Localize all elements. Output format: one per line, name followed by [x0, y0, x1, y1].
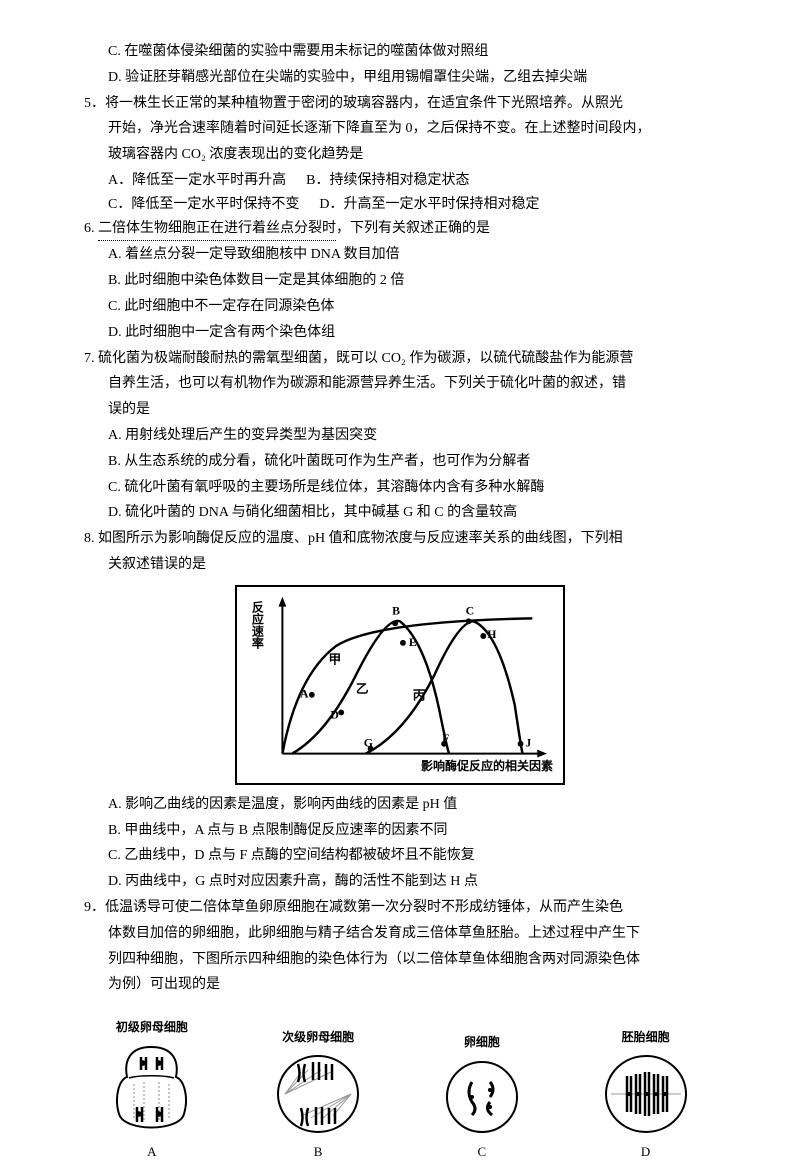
cell-A-title: 初级卵母细胞	[109, 1017, 194, 1037]
q5-stem-3: 玻璃容器内 CO₂ 浓度表现出的变化趋势是	[60, 143, 740, 167]
cell-C-title: 卵细胞	[442, 1032, 522, 1052]
q8-stem-2: 关叙述错误的是	[60, 553, 740, 577]
q5-options-row2: C．降低至一定水平时保持不变 D．升高至一定水平时保持相对稳定	[60, 193, 740, 217]
svg-text:乙: 乙	[356, 682, 369, 696]
chart-x-label: 影响酶促反应的相关因素	[421, 756, 553, 776]
q8-optB: B. 甲曲线中，A 点与 B 点限制酶促反应速率的因素不同	[60, 819, 740, 843]
cell-C-svg	[442, 1057, 522, 1137]
q8-stem-1: 8. 如图所示为影响酶促反应的温度、pH 值和底物浓度与反应速率关系的曲线图，下…	[60, 527, 740, 551]
cell-B-title: 次级卵母细胞	[273, 1027, 363, 1047]
chart-svg: A B C E H D F G J 甲 乙 丙	[237, 587, 563, 783]
cell-A-svg	[109, 1042, 194, 1137]
q7-optC: C. 硫化叶菌有氧呼吸的主要场所是线位体，其溶酶体内含有多种水解酶	[60, 476, 740, 500]
svg-text:J: J	[525, 736, 531, 749]
cell-D-letter: D	[601, 1141, 691, 1163]
svg-text:C: C	[466, 604, 474, 617]
cell-B-letter: B	[273, 1141, 363, 1163]
q7-optB: B. 从生态系统的成分看，硫化叶菌既可作为生产者，也可作为分解者	[60, 450, 740, 474]
q8-optD: D. 丙曲线中，G 点时对应因素升高，酶的活性不能到达 H 点	[60, 870, 740, 894]
svg-text:丙: 丙	[413, 688, 426, 702]
q5-optD: D．升高至一定水平时保持相对稳定	[319, 193, 539, 217]
svg-text:甲: 甲	[328, 652, 341, 666]
q9-stem-1: 9．低温诱导可使二倍体草鱼卵原细胞在减数第一次分裂时不形成纺锤体，从而产生染色	[60, 896, 740, 920]
cell-A-letter: A	[109, 1141, 194, 1163]
q5-optA: A．降低至一定水平时再升高	[108, 169, 286, 193]
svg-text:B: B	[392, 604, 400, 617]
cell-figure-D: 胚胎细胞 D	[601, 1027, 691, 1162]
q5-optB: B．持续保持相对稳定状态	[306, 169, 469, 193]
cell-D-title: 胚胎细胞	[601, 1027, 691, 1047]
q6-optC: C. 此时细胞中不一定存在同源染色体	[60, 295, 740, 319]
svg-text:A: A	[300, 687, 309, 700]
chart-y-label: 反应速率	[247, 601, 267, 649]
q9-stem-3: 列四种细胞，下图所示四种细胞的染色体行为（以二倍体草鱼体细胞含两对同源染色体	[60, 948, 740, 972]
svg-text:D: D	[330, 708, 339, 721]
q5-options-row1: A．降低至一定水平时再升高 B．持续保持相对稳定状态	[60, 169, 740, 193]
q9-figure-row: 初级卵母细胞 A 次级卵母细胞	[60, 1017, 740, 1162]
cell-figure-B: 次级卵母细胞 B	[273, 1027, 363, 1162]
q7-stem-1: 7. 硫化菌为极端耐酸耐热的需氧型细菌，既可以 CO₂ 作为碳源，以硫代硫酸盐作…	[60, 347, 740, 371]
cell-figure-C: 卵细胞 C	[442, 1032, 522, 1162]
svg-text:G: G	[364, 736, 373, 749]
cell-B-svg	[273, 1052, 363, 1137]
q7-stem-3: 误的是	[60, 398, 740, 422]
cell-figure-A: 初级卵母细胞 A	[109, 1017, 194, 1162]
svg-text:E: E	[409, 636, 417, 649]
svg-text:F: F	[442, 732, 449, 745]
q6-optA: A. 着丝点分裂一定导致细胞核中 DNA 数目加倍	[60, 243, 740, 267]
svg-text:H: H	[487, 628, 496, 641]
q6-optD: D. 此时细胞中一定含有两个染色体组	[60, 321, 740, 345]
q8-chart: 反应速率 A B C E H D F G J 甲 乙 丙 影响酶促反	[235, 585, 565, 785]
q7-optA: A. 用射线处理后产生的变异类型为基因突变	[60, 424, 740, 448]
q8-optA: A. 影响乙曲线的因素是温度，影响丙曲线的因素是 pH 值	[60, 793, 740, 817]
q6-stem: 6. 二倍体生物细胞正在进行着丝点分裂时，下列有关叙述正确的是	[60, 217, 740, 242]
q7-stem-2: 自养生活，也可以有机物作为碳源和能源营异养生活。下列关于硫化叶菌的叙述，错	[60, 372, 740, 396]
q7-optD: D. 硫化叶菌的 DNA 与硝化细菌相比，其中碱基 G 和 C 的含量较高	[60, 501, 740, 525]
cell-C-letter: C	[442, 1141, 522, 1163]
q4-optC: C. 在噬菌体侵染细菌的实验中需要用未标记的噬菌体做对照组	[60, 40, 740, 64]
q4-optD: D. 验证胚芽鞘感光部位在尖端的实验中，甲组用锡帽罩住尖端，乙组去掉尖端	[60, 66, 740, 90]
q6-underlined: 二倍体生物细胞正在进行着丝点分裂时	[98, 217, 336, 242]
q5-stem-1: 5．将一株生长正常的某种植物置于密闭的玻璃容器内，在适宜条件下光照培养。从照光	[60, 92, 740, 116]
cell-D-svg	[601, 1052, 691, 1137]
q6-optB: B. 此时细胞中染色体数目一定是其体细胞的 2 倍	[60, 269, 740, 293]
q5-optC: C．降低至一定水平时保持不变	[108, 193, 299, 217]
q8-optC: C. 乙曲线中，D 点与 F 点酶的空间结构都被破坏且不能恢复	[60, 844, 740, 868]
q9-stem-2: 体数目加倍的卵细胞，此卵细胞与精子结合发育成三倍体草鱼胚胎。上述过程中产生下	[60, 922, 740, 946]
q9-stem-4: 为例）可出现的是	[60, 973, 740, 997]
q5-stem-2: 开始，净光合速率随着时间延长逐渐下降直至为 0，之后保持不变。在上述整时间段内，	[60, 117, 740, 141]
